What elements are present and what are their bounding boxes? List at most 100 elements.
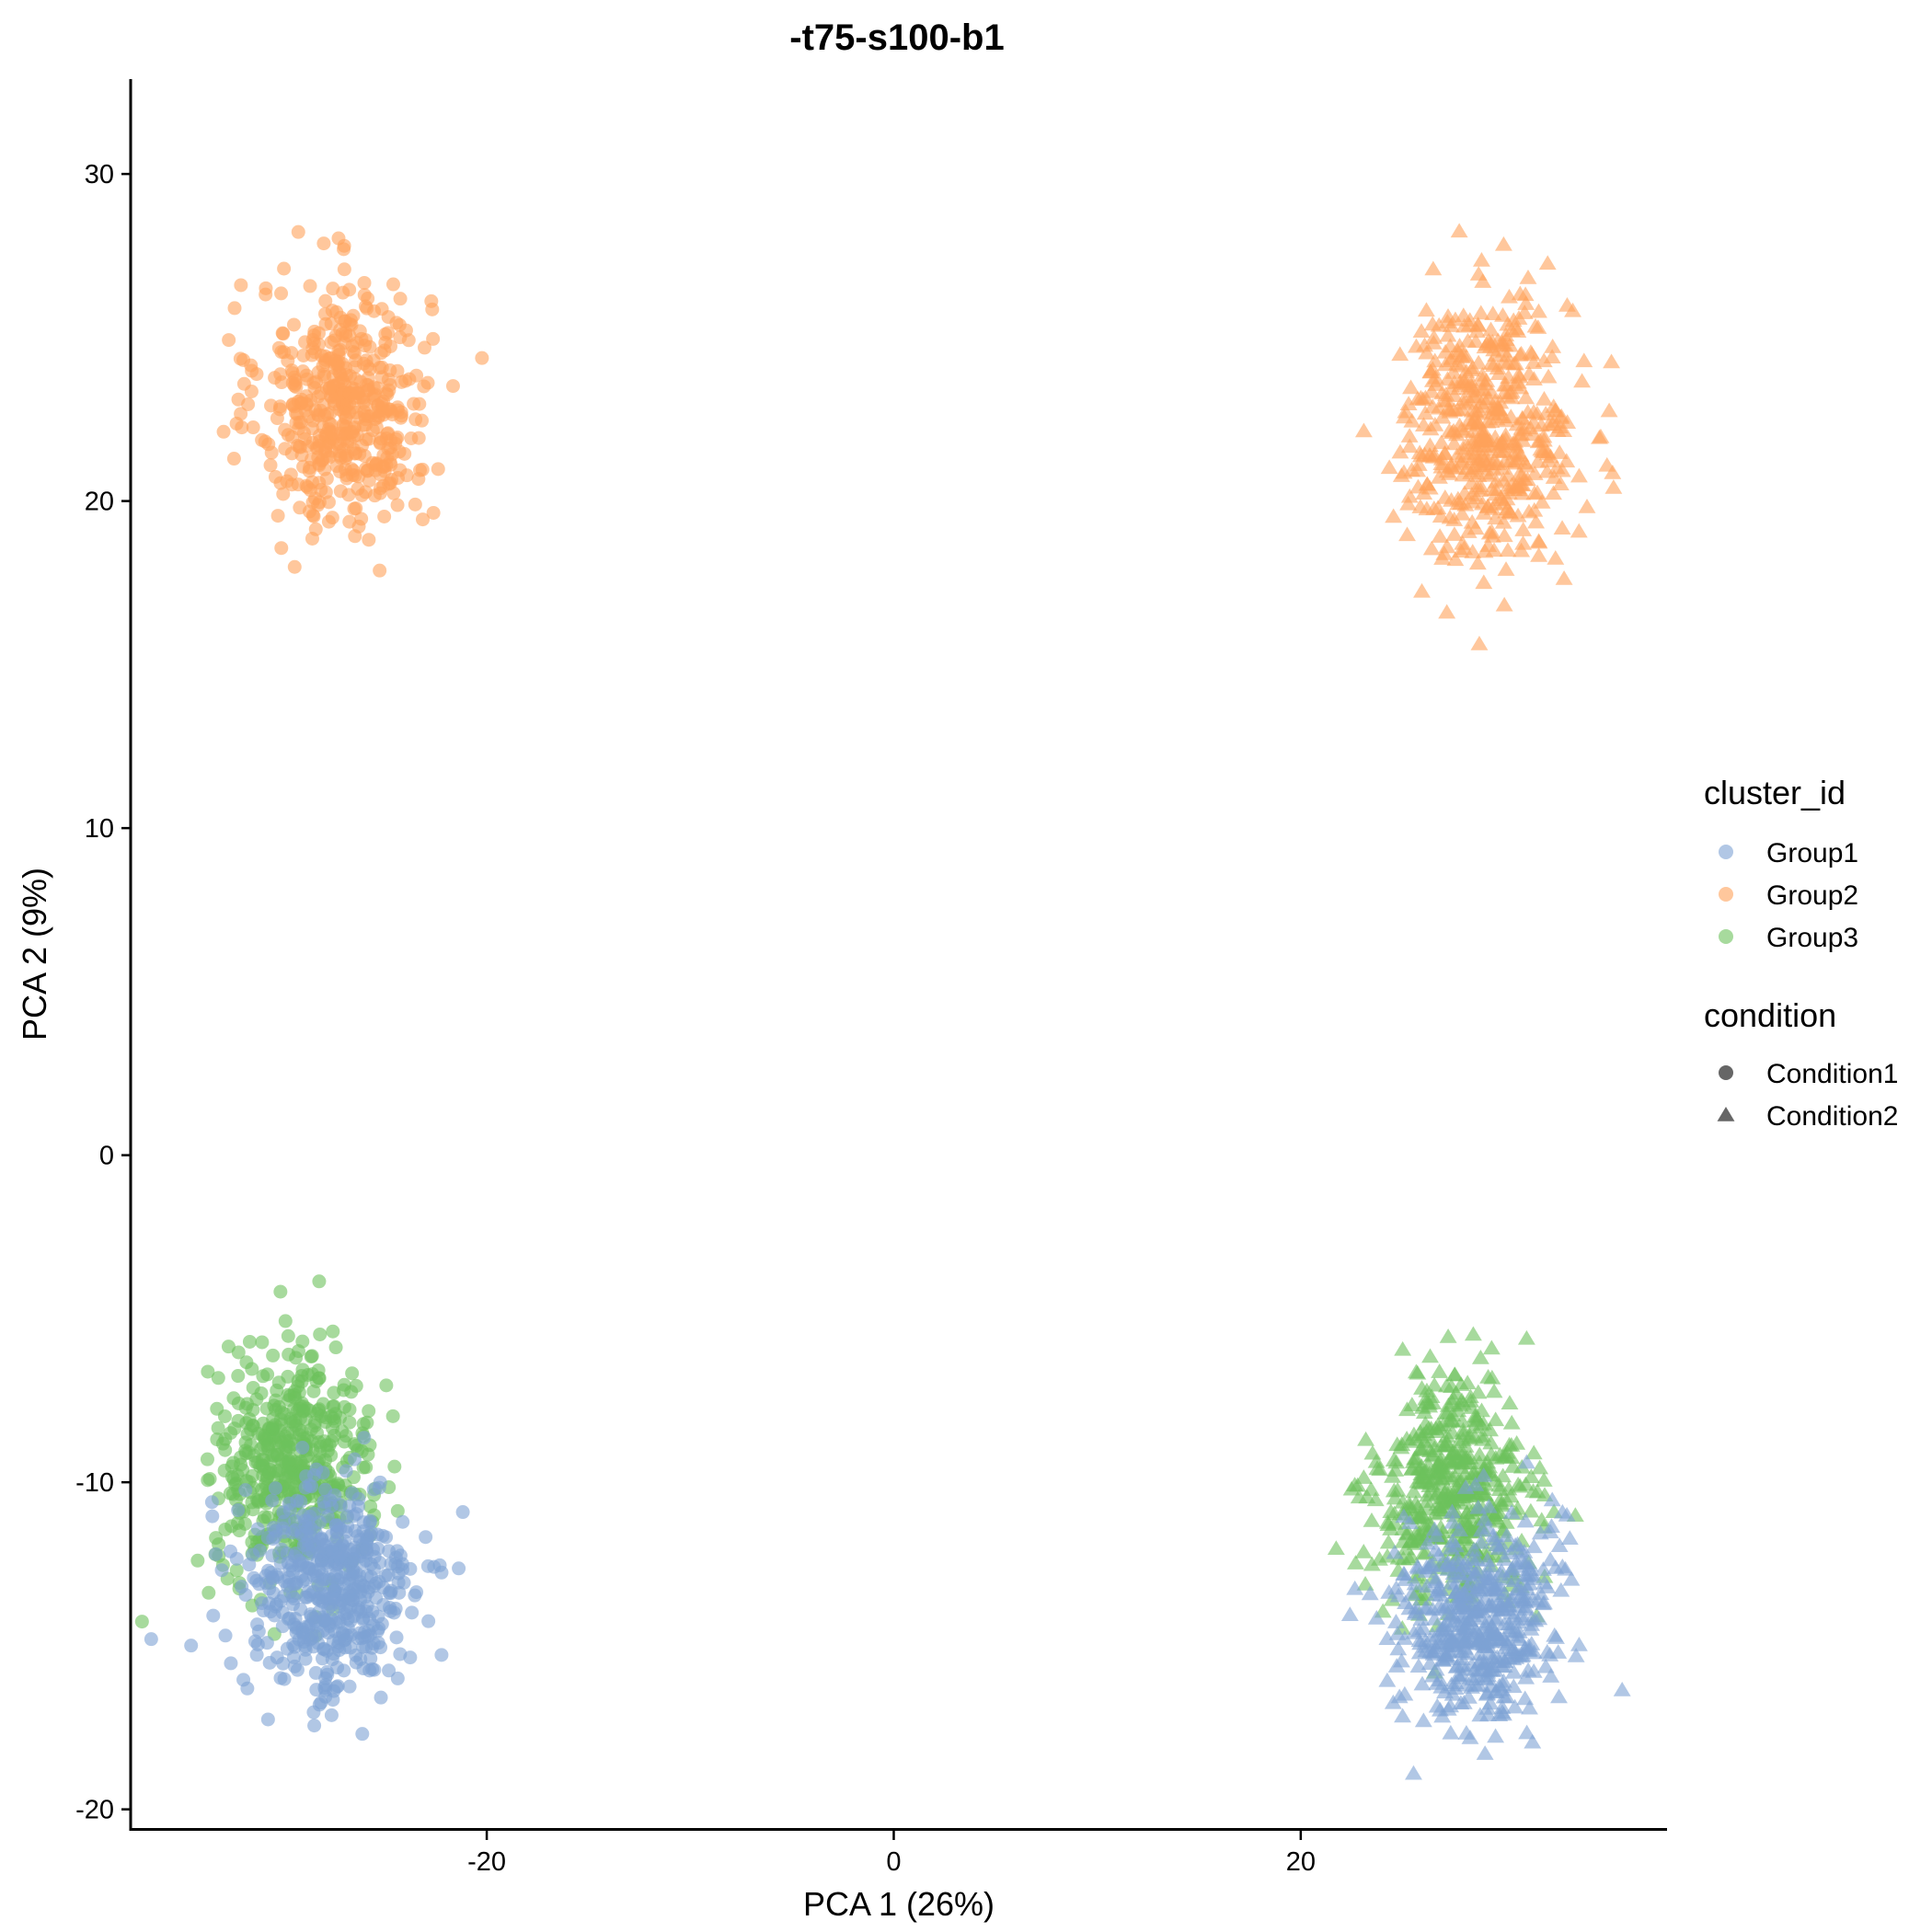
data-point	[1418, 1578, 1436, 1593]
data-point	[1433, 550, 1452, 565]
data-point	[1442, 1724, 1460, 1740]
data-point	[259, 1636, 274, 1650]
data-point	[1456, 1596, 1475, 1612]
data-point	[1450, 1669, 1468, 1685]
x-axis-ticks: -20 0 20	[467, 1831, 1316, 1877]
data-point	[1443, 1676, 1461, 1692]
data-point	[344, 1385, 359, 1399]
data-point	[1512, 379, 1530, 395]
data-point	[1425, 329, 1443, 344]
data-point	[1539, 368, 1558, 384]
data-point	[242, 1334, 257, 1349]
data-point	[314, 348, 328, 362]
data-point	[312, 1591, 327, 1605]
data-point	[266, 1348, 281, 1363]
legend-label-group1: Group1	[1766, 838, 1858, 868]
data-point	[363, 1499, 378, 1513]
data-point	[452, 1561, 466, 1576]
data-point	[1413, 582, 1431, 598]
data-point	[385, 277, 400, 292]
data-point	[390, 403, 405, 418]
data-point	[296, 348, 311, 362]
data-point	[1500, 485, 1518, 500]
data-point	[337, 1663, 351, 1678]
data-point	[1439, 1561, 1457, 1576]
data-point	[1463, 486, 1481, 501]
data-point	[382, 477, 397, 491]
data-point	[1386, 1462, 1405, 1477]
data-point	[1486, 393, 1504, 408]
data-point	[1613, 1681, 1631, 1696]
data-point	[1408, 338, 1425, 353]
data-point	[432, 1558, 447, 1572]
y-axis-ticks: -20 -10 0 10 20 30	[75, 160, 131, 1825]
data-point	[1450, 223, 1468, 238]
data-point	[1578, 499, 1596, 513]
data-point	[1452, 495, 1470, 511]
data-point	[1465, 1541, 1483, 1557]
data-point	[1386, 1614, 1405, 1628]
data-point	[1499, 542, 1517, 558]
data-point	[365, 1662, 380, 1676]
data-point	[359, 1553, 374, 1568]
data-point	[1492, 1497, 1511, 1512]
data-point	[241, 397, 256, 411]
y-tick-label: 20	[85, 488, 114, 517]
data-point	[373, 467, 387, 482]
data-point	[1483, 1597, 1501, 1613]
data-point	[1409, 456, 1428, 471]
data-point	[290, 1493, 305, 1508]
data-point	[1456, 1479, 1475, 1494]
legend-shape-circle	[1719, 1065, 1733, 1080]
data-point	[434, 1648, 449, 1662]
legend-swatch-group3	[1719, 929, 1733, 944]
data-point	[1506, 1698, 1524, 1714]
data-point	[1466, 1564, 1485, 1580]
data-point	[1498, 1527, 1516, 1543]
data-point	[244, 1438, 259, 1453]
data-point	[1494, 1673, 1512, 1688]
data-point	[1400, 428, 1419, 443]
data-point	[1519, 270, 1537, 284]
data-point	[134, 1615, 149, 1629]
data-point	[1600, 402, 1618, 418]
data-point	[475, 351, 489, 365]
data-point	[313, 1327, 328, 1341]
data-point	[1494, 236, 1512, 251]
data-point	[1483, 1369, 1501, 1385]
data-point	[373, 563, 387, 578]
data-point	[1392, 1439, 1410, 1455]
data-point	[1545, 485, 1562, 500]
data-point	[240, 1681, 255, 1696]
data-point	[1516, 1576, 1535, 1592]
data-point	[302, 504, 316, 519]
legend-label-condition1: Condition1	[1766, 1059, 1898, 1089]
data-point	[1481, 1695, 1500, 1710]
data-point	[360, 1415, 374, 1430]
legend-label-condition2: Condition2	[1766, 1101, 1898, 1132]
data-point	[260, 1367, 275, 1382]
data-point	[409, 368, 424, 383]
data-point	[1470, 635, 1489, 650]
data-point	[357, 288, 372, 303]
data-point	[1463, 513, 1481, 529]
data-point	[398, 374, 413, 388]
data-point	[1503, 1458, 1522, 1473]
data-point	[308, 1665, 323, 1680]
data-point	[1455, 1621, 1473, 1637]
data-point	[412, 397, 427, 411]
data-point	[1453, 400, 1471, 416]
data-point	[335, 327, 350, 341]
data-point	[1573, 373, 1592, 388]
data-point	[1502, 1437, 1521, 1452]
data-point	[1432, 434, 1451, 450]
data-point	[281, 1369, 295, 1384]
data-point	[384, 1557, 398, 1571]
data-point	[1443, 350, 1461, 365]
data-point	[320, 1509, 335, 1524]
data-point	[1495, 1688, 1513, 1704]
data-point	[1466, 1409, 1485, 1424]
data-point	[1443, 380, 1462, 396]
data-point	[1448, 1657, 1466, 1673]
